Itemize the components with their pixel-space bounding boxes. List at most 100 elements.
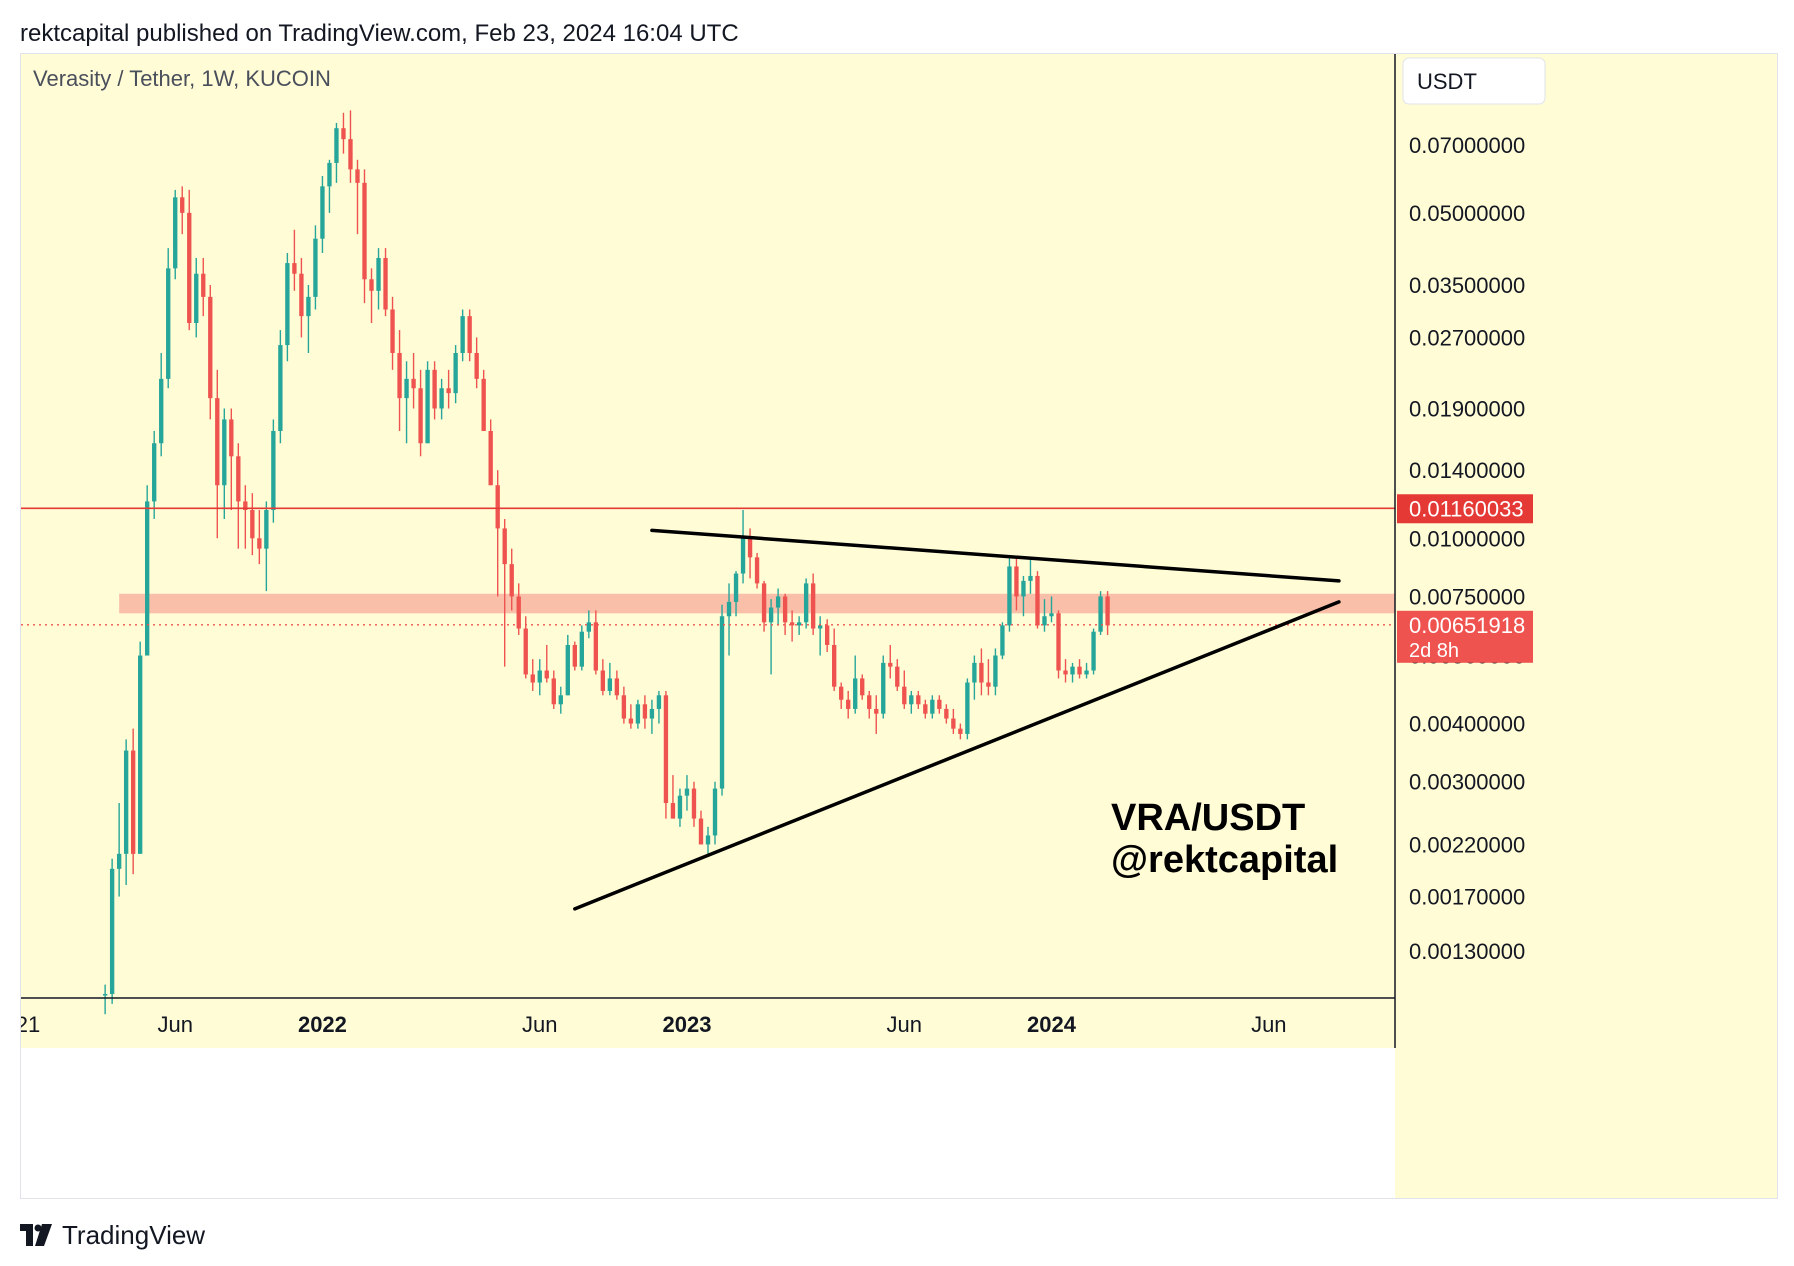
candle[interactable] xyxy=(1063,659,1068,683)
candle[interactable] xyxy=(1084,662,1089,679)
candle[interactable] xyxy=(895,659,900,691)
candle[interactable] xyxy=(768,599,774,675)
candle[interactable] xyxy=(488,419,493,486)
candle[interactable] xyxy=(607,662,613,696)
candle[interactable] xyxy=(670,775,676,819)
candle[interactable] xyxy=(923,699,928,719)
candle[interactable] xyxy=(572,641,577,671)
candle[interactable] xyxy=(544,644,549,683)
candle[interactable] xyxy=(453,345,458,404)
candle[interactable] xyxy=(201,257,206,317)
candle[interactable] xyxy=(551,670,556,709)
candle[interactable] xyxy=(236,443,241,549)
candle[interactable] xyxy=(775,588,781,626)
candle[interactable] xyxy=(152,430,157,520)
candle[interactable] xyxy=(215,369,220,539)
candle[interactable] xyxy=(173,189,178,280)
candle[interactable] xyxy=(292,229,297,291)
candle[interactable] xyxy=(1077,659,1082,679)
candle[interactable] xyxy=(642,695,648,729)
candle[interactable] xyxy=(1000,622,1005,660)
candle[interactable] xyxy=(825,619,830,652)
candle[interactable] xyxy=(166,248,171,389)
candle[interactable] xyxy=(116,803,122,897)
candle[interactable] xyxy=(860,674,865,700)
candle[interactable] xyxy=(194,257,199,338)
candle[interactable] xyxy=(649,699,655,734)
candle[interactable] xyxy=(516,583,521,635)
candle[interactable] xyxy=(993,648,998,696)
candle[interactable] xyxy=(278,330,283,444)
currency-button-label[interactable]: USDT xyxy=(1417,69,1477,94)
candle[interactable] xyxy=(712,781,718,845)
candle[interactable] xyxy=(348,110,353,183)
candle[interactable] xyxy=(1098,591,1103,635)
candle[interactable] xyxy=(257,510,262,565)
candle[interactable] xyxy=(1056,610,1061,679)
candle[interactable] xyxy=(719,604,725,796)
candle[interactable] xyxy=(789,610,795,642)
candle[interactable] xyxy=(972,655,977,700)
candle[interactable] xyxy=(1035,571,1040,629)
candle[interactable] xyxy=(446,369,451,409)
candle[interactable] xyxy=(867,690,872,719)
candle[interactable] xyxy=(355,159,360,235)
candle[interactable] xyxy=(663,690,669,819)
candle[interactable] xyxy=(740,510,746,584)
candle[interactable] xyxy=(635,699,641,729)
candle[interactable] xyxy=(467,309,472,362)
candle[interactable] xyxy=(474,337,479,389)
candle[interactable] xyxy=(888,644,893,679)
candle[interactable] xyxy=(397,330,402,431)
candle[interactable] xyxy=(839,682,844,709)
candle[interactable] xyxy=(502,519,507,667)
candle[interactable] xyxy=(726,583,732,656)
candle[interactable] xyxy=(376,248,381,310)
candle[interactable] xyxy=(109,858,115,1004)
candle[interactable] xyxy=(754,552,760,589)
candle[interactable] xyxy=(628,704,634,729)
candle[interactable] xyxy=(656,690,662,724)
candle[interactable] xyxy=(979,648,984,696)
candle[interactable] xyxy=(916,690,921,709)
candle[interactable] xyxy=(621,686,627,724)
candle[interactable] xyxy=(334,122,339,183)
tradingview-logo[interactable]: TradingView xyxy=(20,1218,205,1252)
candle[interactable] xyxy=(1042,599,1047,632)
candle[interactable] xyxy=(1105,591,1110,635)
candle[interactable] xyxy=(586,610,591,639)
candle[interactable] xyxy=(383,248,388,317)
candle[interactable] xyxy=(264,501,269,592)
candle[interactable] xyxy=(796,616,802,635)
candle[interactable] xyxy=(558,686,563,714)
candle[interactable] xyxy=(874,695,879,734)
candle[interactable] xyxy=(902,670,907,709)
candle[interactable] xyxy=(390,296,395,370)
candle[interactable] xyxy=(404,361,409,444)
candle[interactable] xyxy=(698,810,704,845)
candle[interactable] xyxy=(145,485,150,656)
candle[interactable] xyxy=(306,284,311,354)
chart-svg[interactable]: Verasity / Tether, 1W, KUCOIN USDT 0.070… xyxy=(21,54,1777,1198)
candle[interactable] xyxy=(537,659,542,696)
candle[interactable] xyxy=(944,704,949,724)
candle[interactable] xyxy=(271,419,276,523)
candle[interactable] xyxy=(362,169,367,304)
candle[interactable] xyxy=(1021,575,1026,617)
candle[interactable] xyxy=(425,361,430,444)
candle[interactable] xyxy=(138,641,143,854)
candle[interactable] xyxy=(958,723,963,740)
candle[interactable] xyxy=(1014,557,1019,611)
candle[interactable] xyxy=(222,408,227,520)
candle[interactable] xyxy=(600,659,606,696)
candle[interactable] xyxy=(1049,596,1054,623)
candle[interactable] xyxy=(327,159,332,213)
candle[interactable] xyxy=(243,485,248,549)
candle[interactable] xyxy=(684,775,690,811)
candle[interactable] xyxy=(130,728,136,875)
candle[interactable] xyxy=(691,781,697,827)
candle[interactable] xyxy=(285,252,290,362)
candle[interactable] xyxy=(986,659,991,696)
candle[interactable] xyxy=(881,655,886,719)
candle[interactable] xyxy=(937,695,942,714)
